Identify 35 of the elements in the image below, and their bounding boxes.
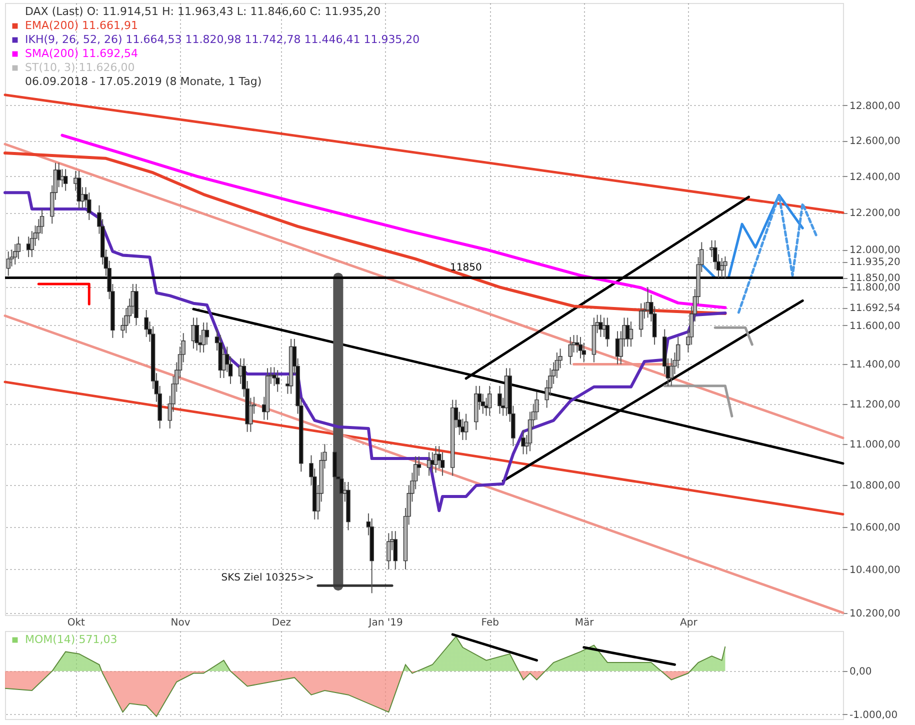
y-tick-label: 12.400,00: [850, 172, 900, 183]
y-tick-label: 10.200,00: [850, 608, 900, 620]
x-tick-label: Okt: [67, 618, 86, 628]
y-tick-label: 11.000,00: [850, 440, 900, 451]
y-tick-label: 11.400,00: [850, 360, 900, 371]
x-tick-label: Jan '19: [368, 618, 403, 628]
chart-title: DAX (Last) O: 11.914,51 H: 11.963,43 L: 11.846,60 C: 11.935,20: [25, 5, 381, 18]
y-tick-label: 12.800,00: [850, 100, 900, 112]
x-tick-label: Apr: [680, 618, 698, 628]
legend-label: SMA(200) 11.692,54: [25, 47, 138, 60]
x-tick-label: Nov: [170, 618, 190, 628]
y-tick-label: 10.800,00: [850, 480, 900, 492]
text: 06.09.2018 - 17.05.2019 (8 Monate, 1 Tag): [25, 75, 262, 88]
annotation: ST(10, 3) 11.626,00: [25, 61, 135, 74]
y-tick-label: 11.200,00: [850, 399, 900, 410]
y-tick-label: 11.935,20: [850, 257, 900, 268]
y-tick-label: -1.000,00: [850, 710, 898, 721]
y-tick-label: 10.600,00: [850, 522, 900, 534]
y-tick-label: 11.692,54: [850, 303, 900, 314]
x-tick-label: Feb: [481, 618, 499, 628]
legend-label: IKH(9, 26, 52, 26) 11.664,53 11.820,98 11.742,78 11.446,41 11.935,20: [25, 33, 420, 46]
x-tick-label: Dez: [272, 618, 292, 628]
y-tick-label: 12.600,00: [850, 136, 900, 148]
ref-line-label: 11850: [450, 262, 482, 274]
x-tick-label: Mär: [574, 618, 595, 628]
y-tick-label: 11.800,00: [850, 282, 900, 294]
y-tick-label: 11.850,00: [850, 273, 900, 284]
y-tick-label: 12.000,00: [850, 245, 900, 256]
annotation: SKS Ziel 10325>>: [221, 572, 314, 584]
y-tick-label: 11.600,00: [850, 320, 900, 332]
legend-label: MOM(14) 571,03: [25, 633, 118, 646]
legend-label: EMA(200) 11.661,91: [25, 19, 138, 32]
y-tick-label: 10.400,00: [850, 564, 900, 576]
y-tick-label: 12.200,00: [850, 208, 900, 220]
y-tick-label: 0,00: [850, 666, 872, 678]
